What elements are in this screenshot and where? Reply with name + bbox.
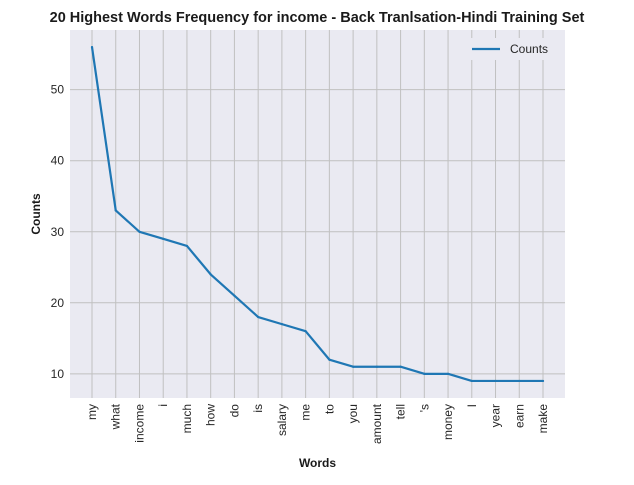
data-point [518,379,521,383]
data-point [257,315,260,319]
x-tick-label: make [536,404,550,434]
x-tick-label: money [441,404,455,440]
legend-label: Counts [510,42,548,56]
x-tick-label: earn [512,404,526,428]
data-point [541,379,545,383]
data-point [423,372,426,375]
data-point [138,230,141,233]
y-axis-label: Counts [29,193,43,235]
x-tick-label: to [322,404,336,414]
x-tick-labels: my what income i much how do is salary me to you amo… [85,403,550,444]
data-point [446,372,450,375]
x-tick-label: much [180,404,194,433]
x-tick-label: is [251,404,265,413]
y-tick-label: 50 [51,83,65,97]
y-tick-label: 10 [51,367,65,381]
legend-box [466,38,558,60]
data-point [304,330,307,333]
x-tick-label: income [132,404,146,443]
data-point [233,294,236,297]
data-point [352,365,355,368]
x-tick-label: amount [370,403,384,444]
data-point [209,273,212,276]
data-point [375,365,378,368]
data-point [470,379,473,383]
x-tick-label: year [489,404,503,427]
x-tick-label: my [85,404,99,420]
x-tick-label: 's [417,404,431,412]
x-tick-label: salary [275,404,289,436]
series-line-counts [90,45,545,383]
data-point [280,323,283,326]
y-tick-label: 30 [51,225,65,239]
y-tick-labels: 10 20 30 40 50 [51,83,65,381]
plot-area [70,30,565,398]
data-point [328,358,331,361]
chart-title: 20 Highest Words Frequency for income - … [50,10,585,26]
data-point [162,237,165,240]
series-layer [90,45,545,383]
x-tick-label: tell [394,404,408,419]
x-tick-label: what [109,403,123,430]
x-tick-label: I [465,404,479,407]
x-tick-label: how [204,404,218,426]
data-point [90,45,94,49]
x-tick-label: you [346,404,360,423]
legend: Counts [466,38,558,60]
data-point [114,209,117,212]
data-point [494,379,497,383]
x-tick-label: me [299,404,313,421]
x-tick-label: do [227,404,241,418]
x-axis-label: Words [299,456,336,470]
y-tick-label: 40 [51,154,65,168]
grid-lines [70,30,565,398]
data-point [399,365,402,368]
data-point [185,244,189,248]
x-tick-label: i [156,404,170,407]
y-tick-label: 20 [51,296,65,310]
